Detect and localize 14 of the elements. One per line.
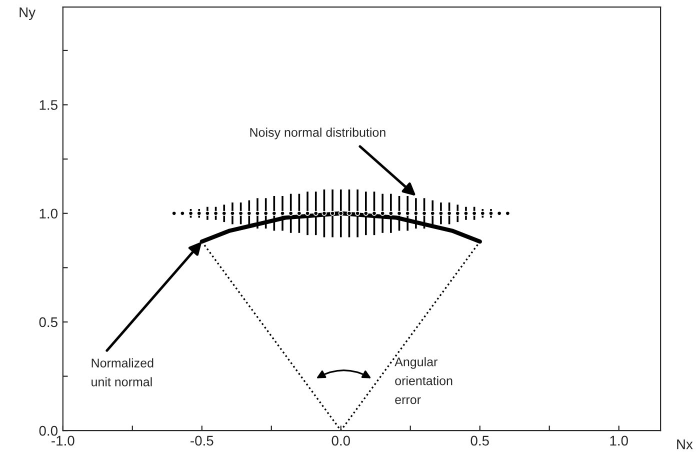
annotation: Noisy normal distribution — [250, 128, 386, 140]
x-axis-title: Nx — [677, 440, 693, 450]
x-tick-label: 0.0 — [332, 436, 350, 446]
y-tick-label: 0.5 — [39, 317, 58, 328]
annotation: Normalized unit normal — [92, 358, 154, 386]
x-tick-label: -1.0 — [52, 436, 74, 446]
annotation: Angular orientation error — [394, 357, 452, 404]
y-tick-label: 0.0 — [39, 426, 58, 436]
y-axis-title: Ny — [20, 8, 36, 20]
x-tick-label: 0.5 — [470, 436, 489, 446]
y-tick-label: 1.0 — [40, 208, 58, 219]
x-tick-label: -0.5 — [190, 436, 214, 446]
y-tick-label: 1.5 — [40, 100, 58, 110]
x-tick-label: 1.0 — [610, 436, 628, 446]
